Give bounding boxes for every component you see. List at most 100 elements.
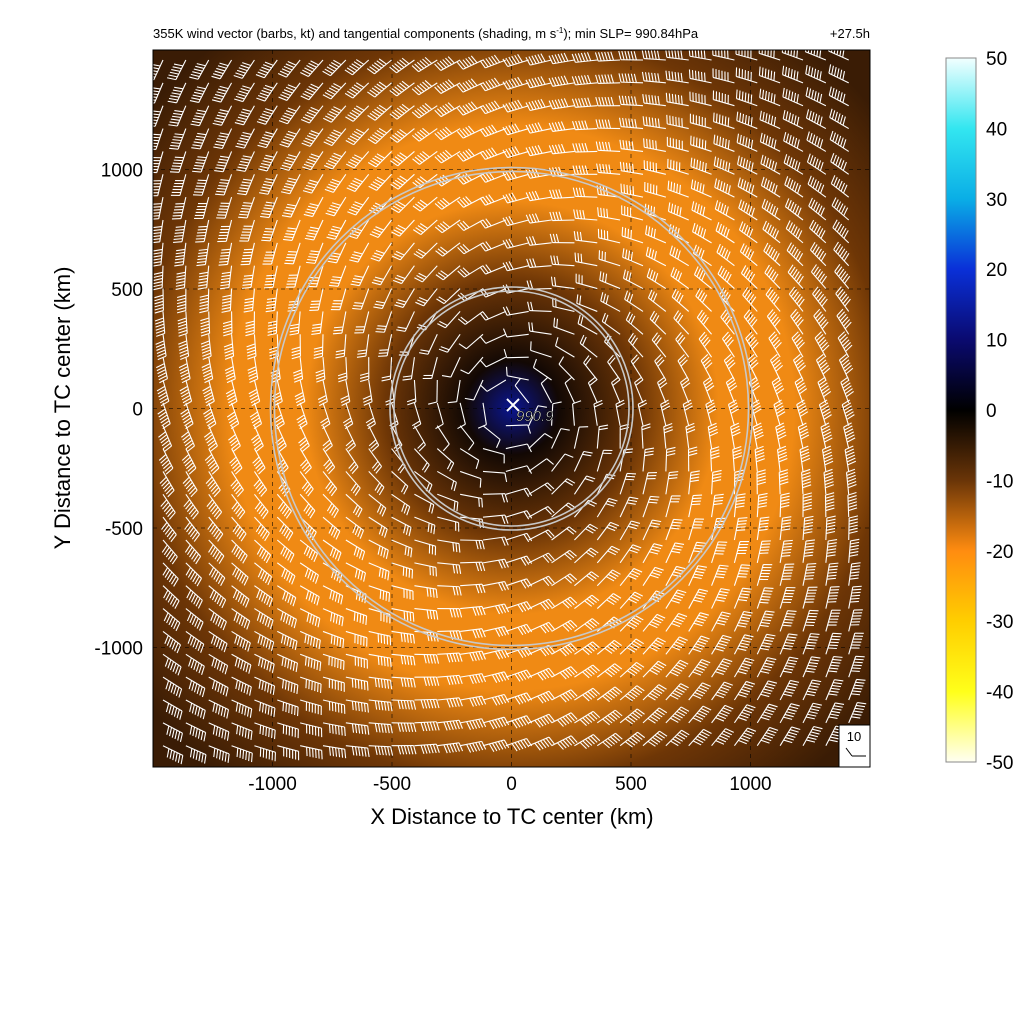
wind-barb: [482, 693, 510, 706]
wind-barb: [208, 608, 227, 631]
wind-barb: [479, 124, 507, 138]
wind-barb: [573, 426, 589, 449]
wind-barb: [805, 64, 827, 84]
wind-barb: [760, 176, 781, 198]
wind-barb: [482, 581, 510, 592]
wind-barb: [411, 402, 422, 430]
wind-barb: [482, 514, 509, 525]
wind-barb: [824, 492, 835, 518]
wind-barb: [482, 558, 509, 569]
wind-barb: [231, 653, 252, 674]
wind-barb: [619, 567, 643, 587]
wind-barb: [208, 699, 230, 719]
range-ring-1000km: [273, 170, 750, 647]
wind-barb: [354, 311, 370, 334]
wind-barb: [711, 469, 722, 495]
wind-barb: [208, 722, 230, 741]
wind-barb: [191, 128, 210, 150]
wind-barb: [785, 220, 804, 244]
colorbar: 50 40 30 20 10 0 -10 -20 -30 -40 -50: [945, 49, 1013, 774]
wind-barb: [181, 425, 195, 452]
wind-barb: [771, 376, 785, 404]
wind-barb: [345, 448, 359, 475]
wind-barb: [436, 425, 450, 452]
wind-barb: [218, 242, 233, 266]
wind-barb: [278, 105, 301, 125]
wind-barb: [671, 288, 690, 312]
wind-barb: [733, 517, 748, 541]
wind-barb: [162, 699, 183, 720]
wind-barb: [528, 621, 555, 634]
wind-barb: [782, 109, 804, 130]
wind-barb: [761, 198, 781, 221]
wind-barb: [368, 471, 385, 496]
wind-barb: [391, 699, 417, 710]
wind-barb: [634, 376, 644, 404]
colorbar-tick-label: 40: [986, 119, 1007, 140]
wind-barb: [622, 248, 644, 267]
wind-barb: [344, 82, 370, 99]
wind-barb: [688, 635, 710, 655]
wind-barb: [359, 357, 370, 383]
wind-barb: [258, 151, 278, 172]
wind-barb: [574, 618, 600, 632]
wind-barb: [838, 353, 854, 381]
wind-barb: [690, 135, 712, 152]
wind-barb: [368, 493, 387, 517]
wind-barb: [276, 539, 295, 563]
wind-barb: [298, 425, 310, 452]
wind-barb: [254, 562, 273, 586]
wind-barb: [267, 311, 278, 336]
wind-barb: [688, 494, 703, 518]
wind-barb: [396, 311, 415, 332]
wind-barb: [579, 334, 598, 358]
wind-barb: [345, 425, 356, 452]
wind-barb: [226, 402, 240, 430]
wind-barb: [754, 445, 765, 472]
wind-barb: [756, 516, 770, 541]
wind-barb: [299, 562, 319, 584]
wind-barb: [460, 583, 486, 594]
wind-barb: [618, 50, 644, 61]
wind-barb: [660, 399, 671, 426]
wind-barb: [689, 91, 712, 107]
wind-barb: [456, 148, 484, 162]
wind-barb: [394, 288, 415, 308]
wind-barb: [551, 643, 578, 657]
y-tick-label: -500: [105, 519, 143, 540]
wind-barb: [185, 745, 207, 764]
wind-barb: [193, 174, 210, 196]
wind-barb: [177, 311, 188, 337]
wind-barb: [642, 447, 655, 472]
wind-barb: [300, 105, 324, 124]
wind-barb: [254, 630, 275, 651]
wind-barb: [802, 609, 819, 632]
wind-barb: [322, 471, 338, 497]
wind-barb: [528, 458, 554, 472]
wind-barb: [802, 656, 821, 678]
wind-barb: [596, 639, 622, 655]
wind-barb: [299, 699, 322, 716]
wind-barb: [254, 608, 274, 630]
wind-barb: [389, 103, 415, 120]
wind-barb: [254, 745, 276, 762]
wind-barb: [337, 357, 348, 383]
wind-barb: [189, 59, 210, 80]
wind-barb: [368, 562, 390, 581]
wind-barb: [482, 425, 501, 448]
wind-barb: [240, 242, 255, 266]
wind-barb: [217, 219, 233, 243]
wind-barb: [502, 123, 529, 136]
wind-barb: [735, 89, 758, 107]
wind-barb: [368, 585, 391, 602]
wind-barb: [300, 745, 323, 760]
wind-barb: [758, 66, 781, 84]
wind-barb: [228, 425, 241, 452]
wind-barb: [414, 585, 438, 599]
colorbar-tick-label: 20: [986, 260, 1007, 281]
wind-barb: [284, 242, 301, 265]
wind-barb: [756, 540, 771, 563]
wind-barb: [322, 699, 346, 714]
wind-barb: [411, 56, 438, 73]
wind-barb: [153, 82, 164, 104]
